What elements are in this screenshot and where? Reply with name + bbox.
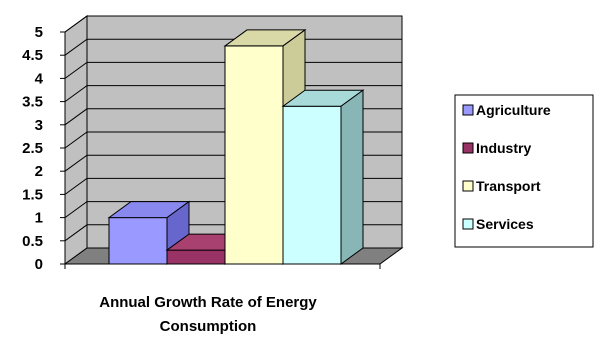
legend-label-agriculture: Agriculture: [476, 102, 551, 118]
bar-services: [281, 89, 365, 265]
bar-front-transport: [224, 45, 284, 265]
y-tick-label: 0.5: [22, 233, 43, 250]
legend-label-industry: Industry: [476, 140, 531, 156]
bars: [107, 28, 365, 265]
bar-side-services: [340, 89, 364, 265]
y-tick-label: 5: [35, 24, 43, 41]
bar-front-agriculture: [108, 217, 168, 265]
legend-entry-services: Services: [462, 216, 534, 232]
legend-entry-agriculture: Agriculture: [462, 102, 551, 118]
y-tick-label: 4.5: [22, 47, 43, 64]
x-axis-label-line-1: Annual Growth Rate of Energy: [99, 294, 317, 311]
y-tick-label: 0: [35, 256, 43, 273]
gridline: [64, 15, 402, 33]
legend-swatch-services: [462, 218, 474, 230]
legend-swatch-industry: [462, 142, 474, 154]
y-tick-label: 2.5: [22, 140, 43, 157]
legend-box: [454, 94, 594, 248]
legend: Agriculture Industry Transport Services: [454, 94, 594, 248]
legend-swatch-agriculture: [462, 104, 474, 116]
x-axis-label: Annual Growth Rate of Energy Consumption: [99, 294, 317, 335]
y-tick-label: 3: [35, 117, 43, 134]
y-tick-label: 2: [35, 163, 43, 180]
legend-entry-transport: Transport: [462, 178, 541, 194]
y-tick-label: 1: [35, 210, 43, 227]
bar-front-services: [282, 105, 342, 265]
y-tick-label: 4: [35, 70, 44, 87]
bar-front-industry: [166, 249, 226, 265]
legend-label-services: Services: [476, 216, 534, 232]
y-tick-label: 1.5: [22, 186, 43, 203]
x-axis-label-line-2: Consumption: [160, 318, 257, 335]
legend-label-transport: Transport: [476, 178, 541, 194]
legend-swatch-transport: [462, 180, 474, 192]
bar-agriculture: [107, 200, 191, 265]
y-tick-label: 3.5: [22, 94, 43, 111]
legend-entry-industry: Industry: [462, 140, 531, 156]
